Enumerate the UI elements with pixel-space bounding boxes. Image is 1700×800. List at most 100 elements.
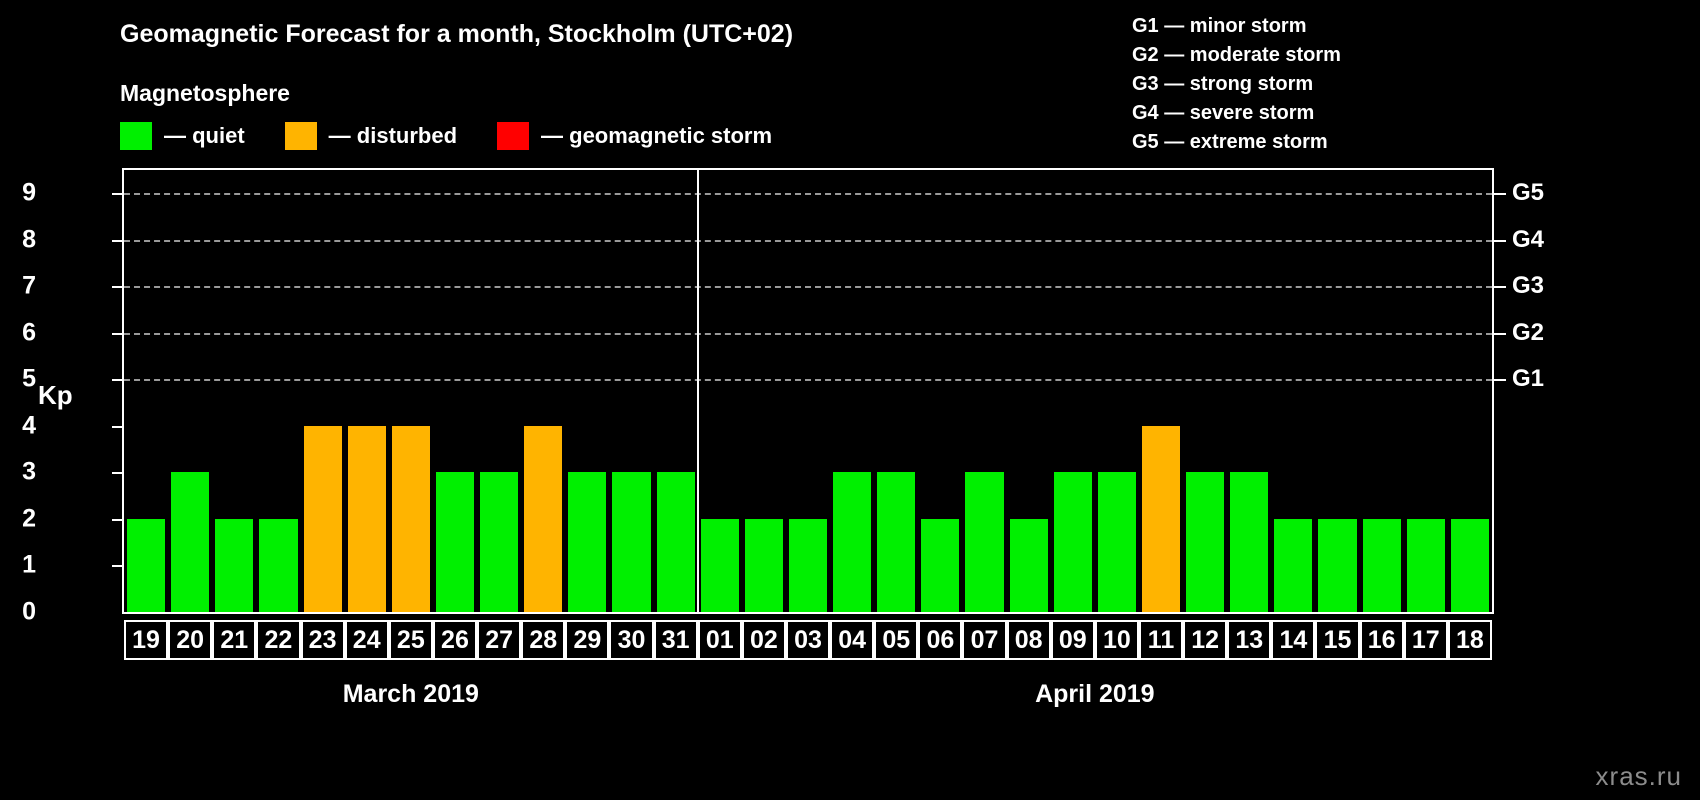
bar-22[interactable] (259, 518, 298, 612)
bar-02[interactable] (744, 518, 783, 612)
bar-26[interactable] (435, 472, 475, 612)
bar-05[interactable] (877, 472, 916, 612)
day-label-22[interactable]: 22 (256, 620, 301, 660)
day-label-03[interactable]: 03 (785, 620, 831, 660)
day-label-21[interactable]: 21 (212, 620, 257, 660)
bar-08[interactable] (1009, 518, 1048, 612)
y-tick-mark-6 (112, 332, 122, 335)
y-tick-mark-9 (112, 193, 122, 196)
y-tick-label-4: 4 (22, 411, 36, 440)
day-label-08[interactable]: 08 (1006, 620, 1051, 660)
bar-20[interactable] (171, 472, 210, 612)
day-label-04[interactable]: 04 (830, 620, 875, 660)
day-label-11[interactable]: 11 (1138, 620, 1184, 660)
y-tick-label-1: 1 (22, 550, 36, 579)
bar-13[interactable] (1230, 472, 1269, 612)
bar-18[interactable] (1450, 518, 1489, 612)
day-label-06[interactable]: 06 (918, 620, 963, 660)
gridline-kp-8 (124, 239, 1492, 242)
g-tick-mark-G4 (1494, 239, 1506, 242)
bar-04[interactable] (833, 472, 872, 612)
legend-item-storm: — geomagnetic storm (497, 122, 812, 150)
day-label-26[interactable]: 26 (432, 620, 478, 660)
magnetosphere-label: Magnetosphere (120, 80, 290, 106)
day-label-05[interactable]: 05 (874, 620, 919, 660)
bar-19[interactable] (127, 518, 166, 612)
gridline-kp-9 (124, 193, 1492, 196)
bar-01[interactable] (700, 518, 739, 612)
legend-label-storm: — geomagnetic storm (541, 123, 773, 148)
legend: — quiet — disturbed — geomagnetic storm (120, 122, 812, 150)
bar-07[interactable] (965, 472, 1004, 612)
bar-24[interactable] (347, 425, 386, 612)
day-label-31[interactable]: 31 (653, 620, 698, 660)
bar-11[interactable] (1141, 425, 1181, 612)
day-label-12[interactable]: 12 (1183, 620, 1228, 660)
bar-14[interactable] (1274, 518, 1313, 612)
y-tick-mark-3 (112, 472, 122, 475)
bar-30[interactable] (612, 472, 651, 612)
g-tick-label-G3: G3 (1512, 272, 1545, 300)
bar-28[interactable] (524, 425, 563, 612)
gscale-legend: G1 — minor storm G2 — moderate storm G3 — … (1132, 12, 1341, 157)
gscale-row-5: G5 — extreme storm (1132, 131, 1328, 153)
bar-23[interactable] (303, 425, 342, 612)
legend-swatch-storm (497, 122, 530, 150)
gridline-kp-7 (124, 286, 1492, 289)
day-label-30[interactable]: 30 (609, 620, 654, 660)
day-label-27[interactable]: 27 (477, 620, 522, 660)
day-label-09[interactable]: 09 (1050, 620, 1095, 660)
bar-17[interactable] (1406, 518, 1445, 612)
gscale-row-4: G4 — severe storm (1132, 102, 1315, 124)
y-tick-mark-7 (112, 286, 122, 289)
day-label-28[interactable]: 28 (521, 620, 566, 660)
page-title: Geomagnetic Forecast for a month, Stockh… (120, 20, 794, 48)
gridline-kp-5 (124, 379, 1492, 382)
day-label-29[interactable]: 29 (565, 620, 610, 660)
y-tick-mark-8 (112, 239, 122, 242)
day-label-23[interactable]: 23 (300, 620, 345, 660)
legend-swatch-quiet (120, 122, 152, 150)
y-tick-label-0: 0 (22, 597, 36, 626)
bar-15[interactable] (1318, 518, 1357, 612)
day-label-18[interactable]: 18 (1447, 620, 1492, 660)
day-label-07[interactable]: 07 (962, 620, 1007, 660)
day-label-15[interactable]: 15 (1315, 620, 1360, 660)
legend-item-disturbed: — disturbed (284, 122, 497, 150)
bar-12[interactable] (1186, 472, 1225, 612)
plot-inner (124, 170, 1492, 612)
bars-layer (124, 170, 1492, 612)
day-label-02[interactable]: 02 (741, 620, 786, 660)
bar-06[interactable] (921, 518, 960, 612)
bar-27[interactable] (480, 472, 519, 612)
bar-09[interactable] (1053, 472, 1092, 612)
g-tick-label-G1: G1 (1512, 365, 1545, 393)
day-label-13[interactable]: 13 (1227, 620, 1272, 660)
day-label-19[interactable]: 19 (124, 620, 169, 660)
gscale-row-3: G3 — strong storm (1132, 73, 1314, 95)
gscale-row-1: G1 — minor storm (1132, 15, 1307, 37)
bar-16[interactable] (1362, 518, 1401, 612)
bar-21[interactable] (215, 518, 254, 612)
day-label-01[interactable]: 01 (697, 620, 742, 660)
g-tick-label-G2: G2 (1512, 318, 1545, 346)
bar-25[interactable] (391, 425, 430, 612)
bar-10[interactable] (1097, 472, 1136, 612)
day-label-16[interactable]: 16 (1359, 620, 1404, 660)
bar-03[interactable] (788, 518, 828, 612)
day-label-24[interactable]: 24 (344, 620, 389, 660)
bar-31[interactable] (656, 472, 695, 612)
day-label-17[interactable]: 17 (1403, 620, 1448, 660)
gscale-row-2: G2 — moderate storm (1132, 44, 1341, 66)
day-label-14[interactable]: 14 (1271, 620, 1316, 660)
day-label-20[interactable]: 20 (168, 620, 213, 660)
month-caption-april: April 2019 (1035, 680, 1155, 708)
day-label-10[interactable]: 10 (1094, 620, 1139, 660)
day-label-25[interactable]: 25 (388, 620, 433, 660)
legend-swatch-disturbed (284, 122, 317, 150)
gridline-kp-6 (124, 332, 1492, 335)
bar-29[interactable] (568, 472, 607, 612)
y-tick-label-9: 9 (22, 178, 36, 207)
y-tick-mark-2 (112, 518, 122, 521)
legend-item-quiet: — quiet (120, 122, 285, 150)
